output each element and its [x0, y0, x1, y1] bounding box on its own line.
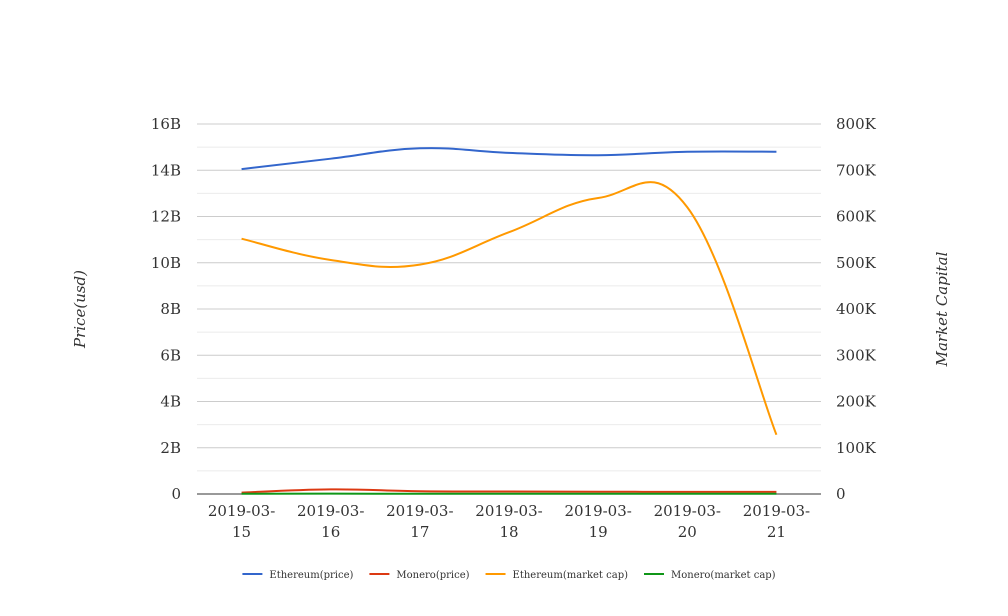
x-tick-label: 2019-03- 15: [208, 502, 275, 541]
y2-tick-label: 200K: [836, 393, 877, 411]
y2-tick-label: 500K: [836, 254, 877, 272]
x-tick-label: 2019-03- 19: [564, 502, 631, 541]
x-tick-label: 2019-03- 20: [654, 502, 721, 541]
x-tick-label: 2019-03- 18: [475, 502, 542, 541]
legend-label: Monero(price): [396, 570, 469, 581]
legend-item[interactable]: Monero(market cap): [644, 570, 776, 581]
x-tick-label-line: 2019-03-: [654, 502, 721, 520]
x-tick-label-line: 16: [321, 523, 340, 541]
y-tick-label: 8B: [160, 300, 181, 318]
x-tick-label-line: 2019-03-: [475, 502, 542, 520]
y2-tick-label: 800K: [836, 115, 877, 133]
y2-tick-label: 600K: [836, 208, 877, 226]
y-tick-label: 14B: [151, 161, 181, 179]
y-axis-title: Price(usd): [71, 270, 89, 349]
x-tick-label-line: 15: [232, 523, 251, 541]
y2-tick-label: 300K: [836, 346, 877, 364]
x-tick-label-line: 2019-03-: [743, 502, 810, 520]
series-line-monero-price: [241, 488, 777, 494]
x-tick-label-line: 18: [499, 523, 518, 541]
x-tick-label: 2019-03- 16: [297, 502, 364, 541]
y-tick-label: 10B: [151, 254, 181, 272]
x-tick-label-line: 20: [678, 523, 697, 541]
series-line-ethereum-price: [241, 147, 777, 171]
legend-label: Ethereum(price): [269, 570, 353, 581]
x-tick-label: 2019-03- 17: [386, 502, 453, 541]
legend-item[interactable]: Ethereum(market cap): [485, 570, 629, 581]
legend-item[interactable]: Ethereum(price): [242, 570, 354, 581]
y2-tick-label: 100K: [836, 439, 877, 457]
y2-tick-label: 700K: [836, 161, 877, 179]
series-line-ethereum-market-cap: [241, 181, 778, 436]
y2-tick-label: 400K: [836, 300, 877, 318]
y-tick-label: 16B: [151, 115, 181, 133]
y-tick-label: 12B: [151, 208, 181, 226]
legend-label: Ethereum(market cap): [513, 570, 629, 581]
x-tick-label-line: 2019-03-: [208, 502, 275, 520]
x-tick-label: 2019-03- 21: [743, 502, 810, 541]
y-tick-label: 4B: [160, 393, 181, 411]
x-tick-label-line: 2019-03-: [297, 502, 364, 520]
legend-item[interactable]: Monero(price): [369, 570, 470, 581]
y-tick-label: 0: [171, 485, 181, 503]
series-lines: [241, 147, 778, 495]
y2-tick-label: 0: [836, 485, 846, 503]
x-tick-label-line: 19: [589, 523, 608, 541]
x-tick-label-line: 2019-03-: [386, 502, 453, 520]
legend-label: Monero(market cap): [671, 570, 776, 581]
y-tick-label: 6B: [160, 346, 181, 364]
x-tick-label-line: 2019-03-: [564, 502, 631, 520]
x-axis-ticks: 2019-03- 15 2019-03- 16 2019-03- 17 2019-03- 18…: [208, 502, 810, 541]
x-tick-label-line: 17: [410, 523, 429, 541]
right-axis-ticks: 0 100K 200K 300K 400K 500K 600K 700K 800K: [836, 115, 877, 503]
y-tick-label: 2B: [160, 439, 181, 457]
left-axis-ticks: 0 2B 4B 6B 8B 10B 12B 14B 16B: [151, 115, 181, 503]
y2-axis-title: Market Capital: [933, 251, 951, 367]
legend: Ethereum(price) Monero(price) Ethereum(mar…: [242, 570, 776, 581]
x-tick-label-line: 21: [767, 523, 786, 541]
grid: [197, 123, 821, 472]
